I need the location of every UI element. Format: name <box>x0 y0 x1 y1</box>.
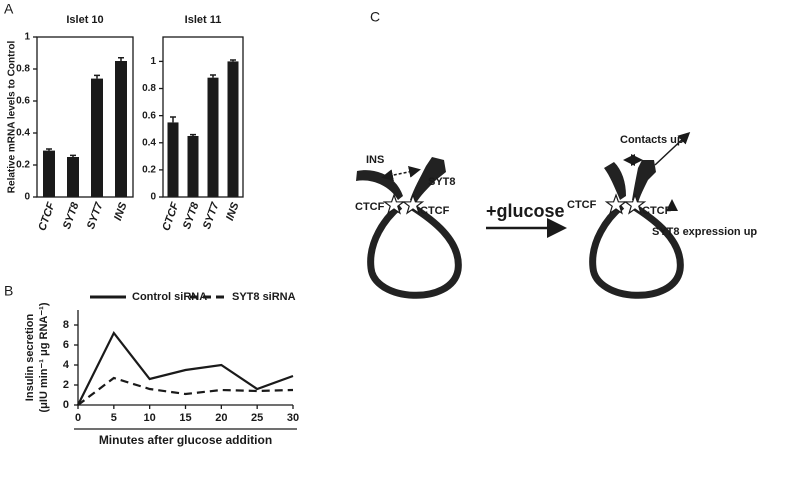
y-tick-label: 0.8 <box>16 64 30 75</box>
ctcf-star <box>401 193 425 215</box>
gene-label: SYT8 <box>428 176 456 188</box>
x-tick-label: CTCF <box>36 201 57 233</box>
x-tick-label: 10 <box>144 412 156 424</box>
panel-label: B <box>4 283 13 299</box>
y-tick-label: 6 <box>63 339 69 351</box>
chart-title: Islet 10 <box>66 14 103 26</box>
bar <box>167 122 179 197</box>
bar <box>115 61 127 197</box>
bar <box>227 61 239 197</box>
y-tick-label: 4 <box>63 359 70 371</box>
y-tick-label: 2 <box>63 379 69 391</box>
y-axis-label: Insulin secretion <box>24 314 36 402</box>
y-tick-label: 0.6 <box>142 110 156 121</box>
plot-frame <box>36 36 134 198</box>
x-tick-label: 20 <box>215 412 227 424</box>
panel-label: C <box>370 9 380 25</box>
chromatin-loop <box>356 157 462 299</box>
arrow-label: +glucose <box>486 201 565 221</box>
error-bar <box>230 59 236 62</box>
y-tick-label: 0.4 <box>16 128 30 139</box>
y-tick-label: 0.8 <box>142 83 156 94</box>
x-tick-label: SYT7 <box>201 200 222 231</box>
ctcf-label: CTCF <box>642 205 672 217</box>
y-tick-label: 0.2 <box>16 160 30 171</box>
x-tick-label: SYT8 <box>61 200 82 231</box>
legend-label: Control siRNA <box>132 291 207 303</box>
legend-label: SYT8 siRNA <box>232 291 296 303</box>
error-bar <box>70 154 76 157</box>
x-axis-label: Minutes after glucose addition <box>99 433 272 447</box>
chromatin-loop <box>589 160 684 299</box>
annotation: SYT8 expression up <box>652 226 757 238</box>
error-bar <box>170 116 176 123</box>
bar <box>207 77 219 197</box>
ctcf-label: CTCF <box>420 205 450 217</box>
chart-title: Islet 11 <box>185 14 222 26</box>
x-tick-label: 15 <box>179 412 191 424</box>
x-tick-label: SYT7 <box>85 200 106 231</box>
ctcf-star <box>604 193 628 215</box>
y-tick-label: 8 <box>63 319 69 331</box>
up-arrow <box>654 131 691 166</box>
bar <box>91 78 103 197</box>
x-tick-label: SYT8 <box>181 200 202 231</box>
y-tick-label: 1 <box>150 56 156 67</box>
x-tick-label: 30 <box>287 412 299 424</box>
y-axis-label: (μIU min⁻¹ μg RNA⁻¹) <box>38 302 50 412</box>
ctcf-star <box>623 193 647 215</box>
bar <box>67 157 79 197</box>
error-bar <box>94 74 100 79</box>
up-triangle <box>666 199 678 211</box>
y-tick-label: 0 <box>24 192 30 203</box>
y-tick-label: 0 <box>150 192 156 203</box>
annotation: Contacts up <box>620 134 684 146</box>
contact-arrow <box>381 165 421 182</box>
error-bar <box>46 148 52 151</box>
series-line <box>77 330 294 406</box>
y-axis-label: Relative mRNA levels to Control <box>7 41 18 194</box>
x-tick-label: 0 <box>75 412 81 424</box>
y-tick-label: 0 <box>63 399 69 411</box>
y-tick-label: 0.4 <box>142 137 156 148</box>
x-tick-label: 25 <box>251 412 263 424</box>
x-tick-label: 5 <box>111 412 117 424</box>
bar <box>43 150 55 197</box>
x-tick-label: CTCF <box>160 201 181 233</box>
y-tick-label: 1 <box>24 32 30 43</box>
error-bar <box>210 74 216 78</box>
error-bar <box>118 57 124 61</box>
x-tick-label: INS <box>224 200 242 222</box>
series-line <box>77 376 294 406</box>
gene-label: INS <box>366 154 384 166</box>
plot-frame <box>162 36 244 198</box>
y-tick-label: 0.6 <box>16 96 30 107</box>
x-tick-label: INS <box>112 200 130 222</box>
bar <box>187 135 199 197</box>
axes <box>77 310 293 406</box>
panel-label: A <box>4 1 14 17</box>
error-bar <box>190 133 196 136</box>
ctcf-star <box>382 193 406 215</box>
y-tick-label: 0.2 <box>142 165 156 176</box>
ctcf-label: CTCF <box>355 201 385 213</box>
ctcf-label: CTCF <box>567 199 597 211</box>
